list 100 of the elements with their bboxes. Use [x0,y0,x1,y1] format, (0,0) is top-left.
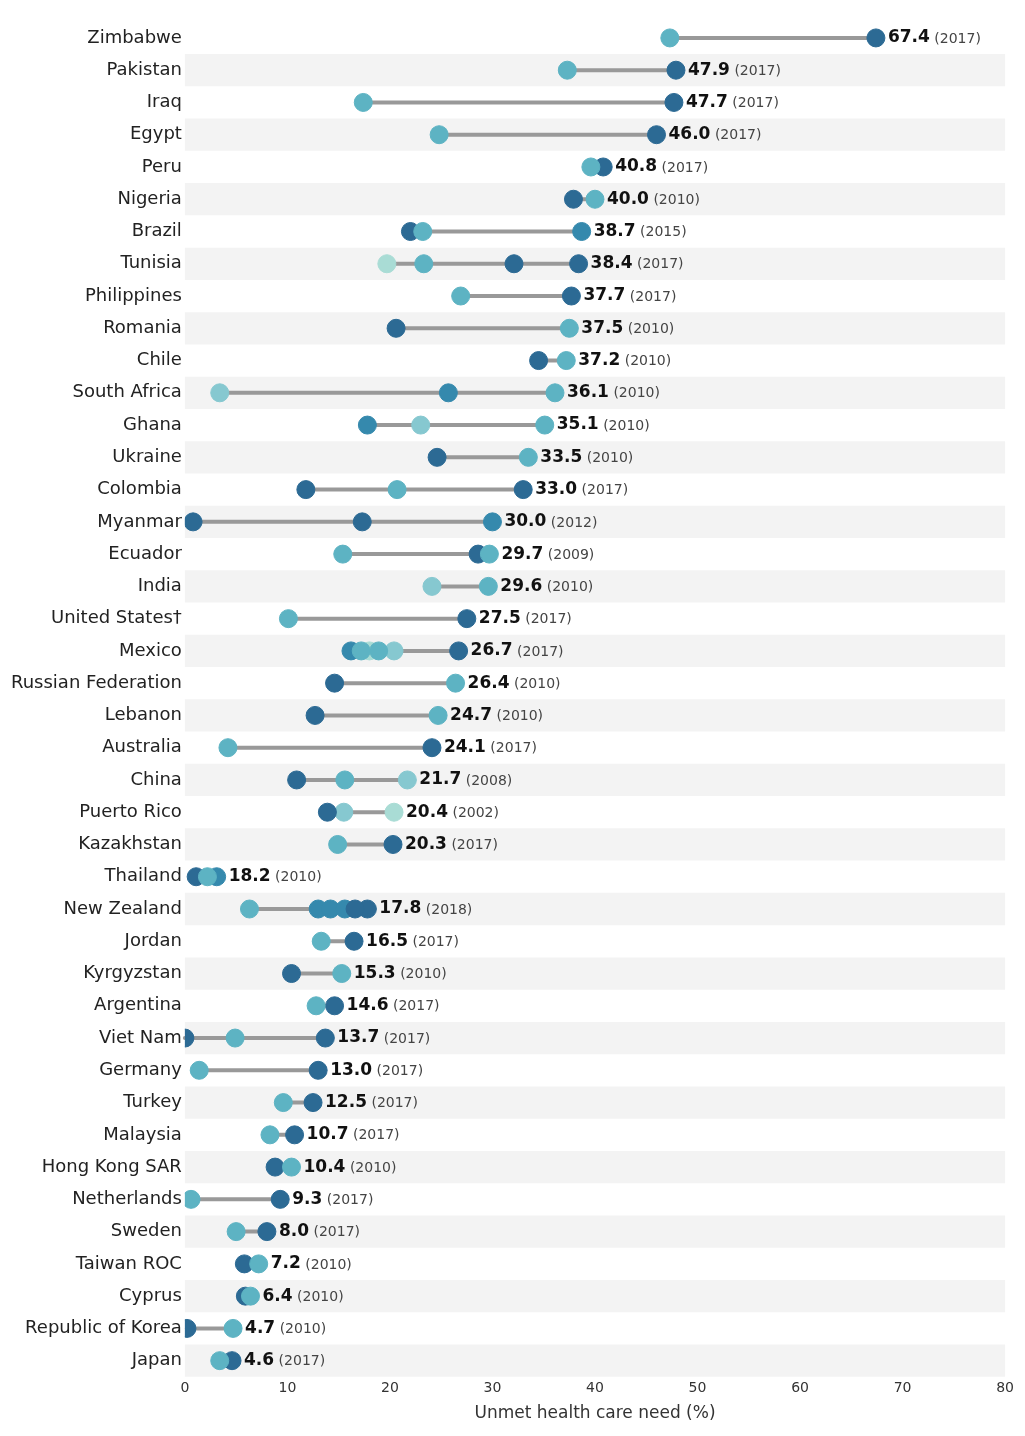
text: 38.7 (2015) [593,219,687,240]
point [422,738,442,758]
text: 47.9 (2017) [687,58,781,79]
text: 13.7 (2017) [337,1026,431,1047]
point [413,222,433,241]
y-tick-label: Puerto Rico [79,799,182,821]
point [189,1060,209,1080]
x-tick-label: 20 [381,1378,399,1395]
point [572,222,592,241]
point [273,1093,293,1113]
y-tick-label: Ghana [123,412,182,434]
y-tick-label: Iraq [146,90,182,112]
text: 46.0 (2017) [668,123,762,144]
y-tick-label: Russian Federation [10,670,182,692]
y-tick-label: South Africa [72,380,182,402]
point [282,1157,302,1177]
text: 33.0 (2017) [535,478,629,499]
point [585,189,605,209]
text: 9.3 (2017) [292,1187,374,1208]
point [397,770,417,790]
point [197,867,217,887]
y-tick-label: Ecuador [108,541,183,563]
text: 37.2 (2010) [578,348,672,369]
text: 4.6 (2017) [244,1349,326,1370]
y-tick-label: Jordan [123,928,182,950]
text: 17.8 (2018) [379,897,473,918]
point [545,383,565,403]
y-tick-label: Brazil [131,219,182,241]
text: 67.4 (2017) [887,26,981,47]
point [260,1125,280,1145]
point [218,738,238,758]
text: 40.8 (2017) [615,155,709,176]
point [428,705,448,725]
text: 10.7 (2017) [306,1123,400,1144]
point [184,512,203,532]
point [660,28,680,48]
point [226,1222,246,1242]
point [569,254,589,274]
point [223,1318,243,1338]
point [449,641,469,661]
text: 12.5 (2017) [325,1091,418,1111]
text: 26.4 (2010) [467,671,561,692]
point [328,834,348,854]
y-tick-label: United States† [50,606,182,628]
point [351,641,371,661]
point [451,286,471,306]
point [518,447,538,467]
point [429,125,449,145]
point [315,1028,335,1048]
point [287,770,307,790]
point [414,254,434,274]
point [866,28,886,48]
text: 36.1 (2010) [567,381,660,402]
y-tick-label: Hong Kong SAR [41,1154,182,1176]
y-tick-label: Romania [103,315,182,337]
x-axis-title: Unmet health care need (%) [474,1402,716,1423]
point [296,480,316,500]
text: 14.6 (2017) [346,994,440,1015]
point [482,512,502,532]
point [249,1254,269,1274]
y-tick-label: Australia [102,735,182,757]
point [446,673,466,693]
text: 37.7 (2017) [583,284,677,305]
y-tick-label: Thailand [103,864,182,886]
point [384,641,404,661]
y-tick-label: Germany [99,1057,183,1079]
point [387,480,407,500]
point [557,60,577,80]
point [333,544,353,564]
y-tick-label: India [137,574,182,596]
y-tick-label: Pakistan [106,57,182,79]
y-tick-label: Malaysia [103,1122,182,1144]
text: 20.4 (2002) [406,800,499,821]
text: 29.7 (2009) [501,542,595,563]
y-tick-label: Kazakhstan [78,832,182,854]
text: 27.5 (2017) [478,607,572,628]
y-tick-label: Tunisia [119,251,182,273]
point [303,1093,323,1113]
text: 4.7 (2010) [245,1316,327,1337]
point [257,1222,277,1242]
x-tick-label: 40 [586,1378,604,1395]
text: 20.3 (2017) [405,832,498,853]
point [561,286,581,306]
point [335,770,355,790]
point [411,415,431,435]
y-tick-label: Netherlands [72,1187,182,1209]
point [529,351,549,371]
point [438,383,458,403]
y-tick-label: Japan [130,1348,182,1370]
y-tick-label: Viet Nam [99,1025,182,1047]
text: 30.0 (2012) [504,510,598,531]
x-tick-label: 70 [893,1378,912,1395]
x-tick-label: 30 [483,1378,502,1395]
point [334,802,354,822]
point [357,415,377,435]
point [353,92,373,112]
point [479,544,499,564]
point [325,673,345,693]
text: 8.0 (2017) [278,1220,361,1241]
text: 15.3 (2010) [353,961,447,982]
